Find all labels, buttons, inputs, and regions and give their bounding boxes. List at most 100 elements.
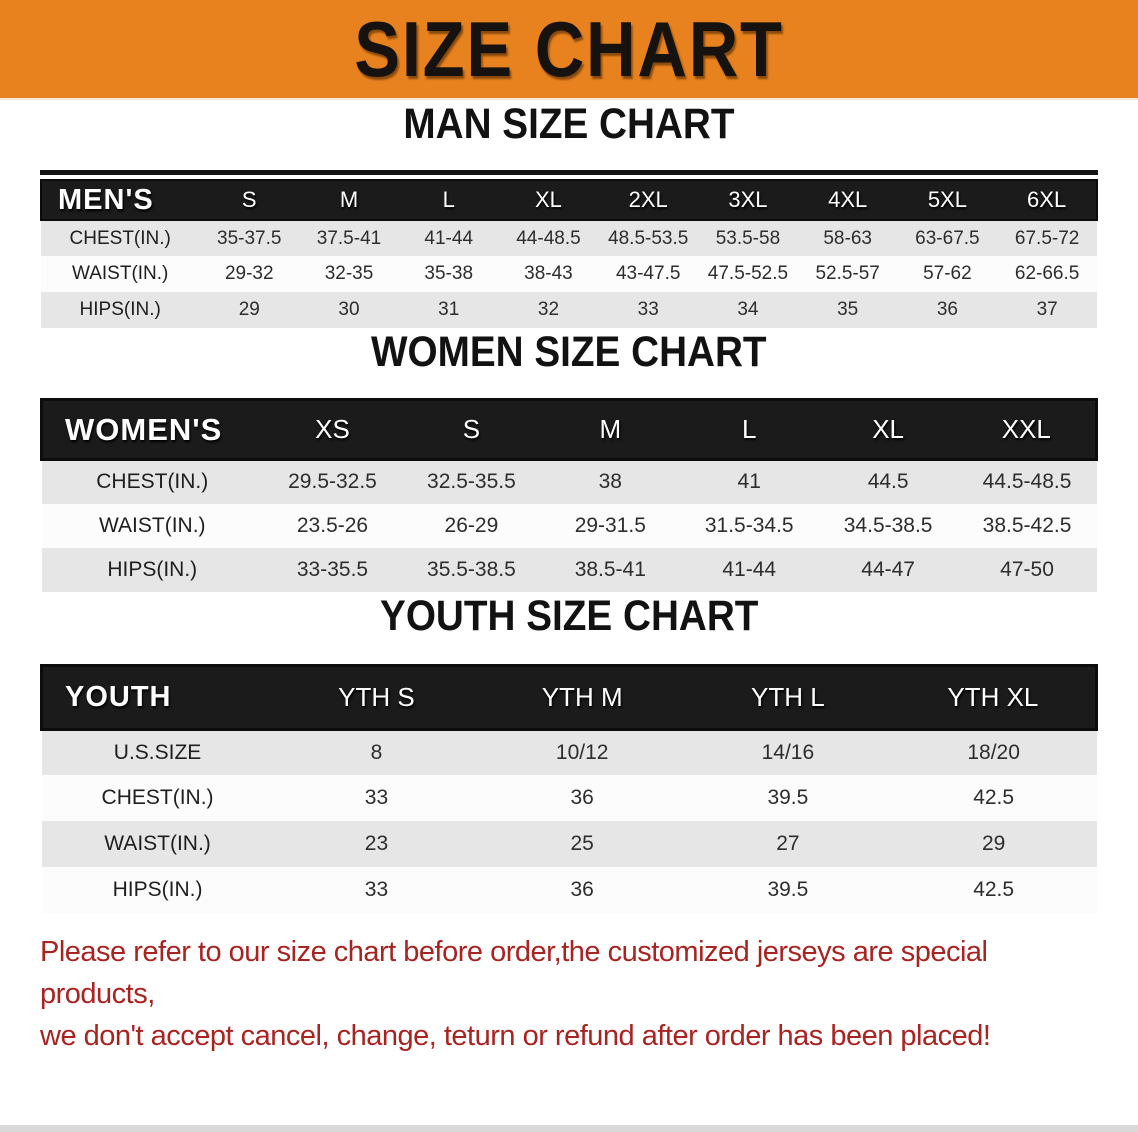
- size-column-header: S: [241, 187, 257, 212]
- size-column-header: L: [442, 187, 455, 212]
- size-value-cell: 14/16: [761, 740, 815, 764]
- size-value-cell: 34: [737, 299, 759, 320]
- table-row: HIPS(IN.) 33 36 39.5 42.5: [41, 867, 1097, 913]
- size-value-cell: 18/20: [967, 740, 1020, 764]
- table-row: CHEST(IN.) 33 36 39.5 42.5: [41, 775, 1097, 821]
- size-value-cell: 48.5-53.5: [608, 227, 689, 249]
- size-value-cell: 27: [776, 832, 800, 855]
- size-value-cell: 41-44: [424, 227, 474, 249]
- table-header-row: WOMEN'S XS S M L XL XXL: [41, 399, 1097, 460]
- size-value-cell: 41-44: [722, 557, 777, 581]
- size-value-cell: 58-63: [823, 227, 872, 249]
- size-value-cell: 29-31.5: [574, 513, 646, 537]
- size-value-cell: 42.5: [973, 786, 1015, 809]
- size-value-cell: 33: [364, 878, 389, 901]
- size-value-cell: 10/12: [555, 740, 609, 764]
- bottom-strip: [0, 1125, 1138, 1132]
- size-column-header: L: [741, 414, 757, 444]
- size-value-cell: 38: [598, 470, 622, 494]
- men-size-table: MEN'S S M L XL 2XL 3XL 4XL 5XL 6XL CHEST(IN.) 35-37…: [40, 179, 1098, 328]
- size-column-header: 6XL: [1027, 187, 1067, 212]
- size-value-cell: 38-43: [524, 263, 573, 284]
- size-column-header: 4XL: [828, 187, 868, 212]
- size-value-cell: 37: [1036, 299, 1058, 320]
- table-category-label: WOMEN'S: [65, 411, 223, 447]
- row-label: U.S.SIZE: [113, 740, 202, 764]
- size-value-cell: 36: [936, 299, 958, 320]
- page-title-text: SIZE CHART: [354, 5, 784, 93]
- size-value-cell: 31: [438, 299, 460, 320]
- size-value-cell: 63-67.5: [915, 227, 980, 249]
- size-value-cell: 47-50: [1000, 557, 1054, 581]
- size-value-cell: 41: [737, 470, 761, 494]
- size-value-cell: 36: [570, 786, 594, 809]
- size-value-cell: 35.5-38.5: [427, 557, 516, 581]
- disclaimer-line-2: we don't accept cancel, change, teturn o…: [40, 1020, 991, 1052]
- size-column-header: 5XL: [927, 187, 967, 212]
- size-value-cell: 38.5-42.5: [982, 513, 1072, 537]
- table-row: WAIST(IN.) 29-32 32-35 35-38 38-43 43-47.5 47.…: [41, 256, 1097, 292]
- size-column-header: M: [339, 187, 359, 212]
- row-label: CHEST(IN.): [69, 227, 171, 249]
- row-label: CHEST(IN.): [96, 470, 209, 494]
- size-value-cell: 38.5-41: [574, 557, 646, 581]
- size-value-cell: 47.5-52.5: [707, 263, 789, 284]
- size-value-cell: 43-47.5: [615, 263, 681, 284]
- row-label: HIPS(IN.): [107, 557, 198, 581]
- size-value-cell: 35-37.5: [217, 227, 282, 249]
- row-label: HIPS(IN.): [112, 878, 203, 901]
- size-value-cell: 67.5-72: [1014, 227, 1080, 249]
- row-label: WAIST(IN.): [104, 832, 211, 855]
- size-column-header: XS: [315, 414, 350, 444]
- size-value-cell: 35: [837, 299, 859, 320]
- size-value-cell: 32: [537, 299, 560, 320]
- size-value-cell: 44-48.5: [516, 227, 581, 249]
- size-column-header: XL: [872, 414, 905, 444]
- table-row: U.S.SIZE 8 10/12 14/16 18/20: [41, 729, 1097, 775]
- size-value-cell: 25: [570, 832, 594, 855]
- table-category-label: YOUTH: [65, 680, 172, 713]
- size-column-header: YTH L: [751, 681, 825, 712]
- size-column-header: M: [599, 414, 622, 444]
- size-value-cell: 29: [981, 832, 1006, 855]
- men-section-title-text: MAN SIZE CHART: [403, 100, 735, 148]
- row-label: WAIST(IN.): [71, 263, 169, 284]
- size-value-cell: 31.5-34.5: [704, 513, 794, 537]
- size-value-cell: 62-66.5: [1014, 263, 1080, 284]
- women-size-table-wrap: WOMEN'S XS S M L XL XXL CHEST(IN.) 29.5-32.5 32.5…: [40, 398, 1098, 592]
- size-value-cell: 34.5-38.5: [843, 513, 933, 537]
- table-row: HIPS(IN.) 29 30 31 32 33 34 35 36 37: [41, 292, 1097, 328]
- size-column-header: YTH XL: [947, 681, 1039, 712]
- table-row: WAIST(IN.) 23.5-26 26-29 29-31.5 31.5-34.5 34…: [41, 503, 1097, 548]
- size-value-cell: 42.5: [973, 878, 1015, 901]
- men-section-title: MAN SIZE CHART: [0, 100, 1138, 148]
- women-size-table: WOMEN'S XS S M L XL XXL CHEST(IN.) 29.5-32.5 32.5…: [40, 398, 1098, 592]
- size-value-cell: 8: [370, 740, 383, 764]
- size-value-cell: 36: [570, 878, 594, 901]
- row-label: WAIST(IN.): [99, 513, 206, 537]
- table-row: CHEST(IN.) 35-37.5 37.5-41 41-44 44-48.5 48.5…: [41, 220, 1097, 256]
- size-value-cell: 29.5-32.5: [288, 470, 377, 494]
- table-row: CHEST(IN.) 29.5-32.5 32.5-35.5 38 41 44.5 44.5…: [41, 459, 1097, 504]
- disclaimer: Please refer to our size chart before or…: [0, 931, 1138, 1057]
- size-column-header: XL: [535, 187, 562, 212]
- table-category-label: MEN'S: [58, 183, 154, 216]
- row-label: CHEST(IN.): [101, 786, 214, 809]
- men-size-table-wrap: MEN'S S M L XL 2XL 3XL 4XL 5XL 6XL CHEST(IN.) 35-37…: [40, 170, 1098, 328]
- size-value-cell: 33-35.5: [296, 557, 369, 581]
- size-value-cell: 29: [238, 299, 260, 320]
- size-value-cell: 44.5-48.5: [982, 470, 1072, 494]
- disclaimer-line-1: Please refer to our size chart before or…: [40, 936, 988, 1010]
- size-value-cell: 37.5-41: [316, 227, 382, 249]
- table-header-row: MEN'S S M L XL 2XL 3XL 4XL 5XL 6XL: [41, 180, 1097, 220]
- size-value-cell: 57-62: [923, 263, 972, 284]
- size-column-header: S: [462, 414, 481, 444]
- size-value-cell: 33: [637, 299, 659, 320]
- youth-size-table-wrap: YOUTH YTH S YTH M YTH L YTH XL U.S.SIZE 8 10/12…: [40, 664, 1098, 913]
- youth-size-table: YOUTH YTH S YTH M YTH L YTH XL U.S.SIZE 8 10/12…: [40, 664, 1098, 913]
- banner: SIZE CHART: [0, 0, 1138, 100]
- size-value-cell: 32-35: [324, 263, 374, 284]
- size-value-cell: 23.5-26: [296, 513, 369, 537]
- size-value-cell: 39.5: [767, 878, 809, 901]
- size-value-cell: 35-38: [424, 263, 474, 284]
